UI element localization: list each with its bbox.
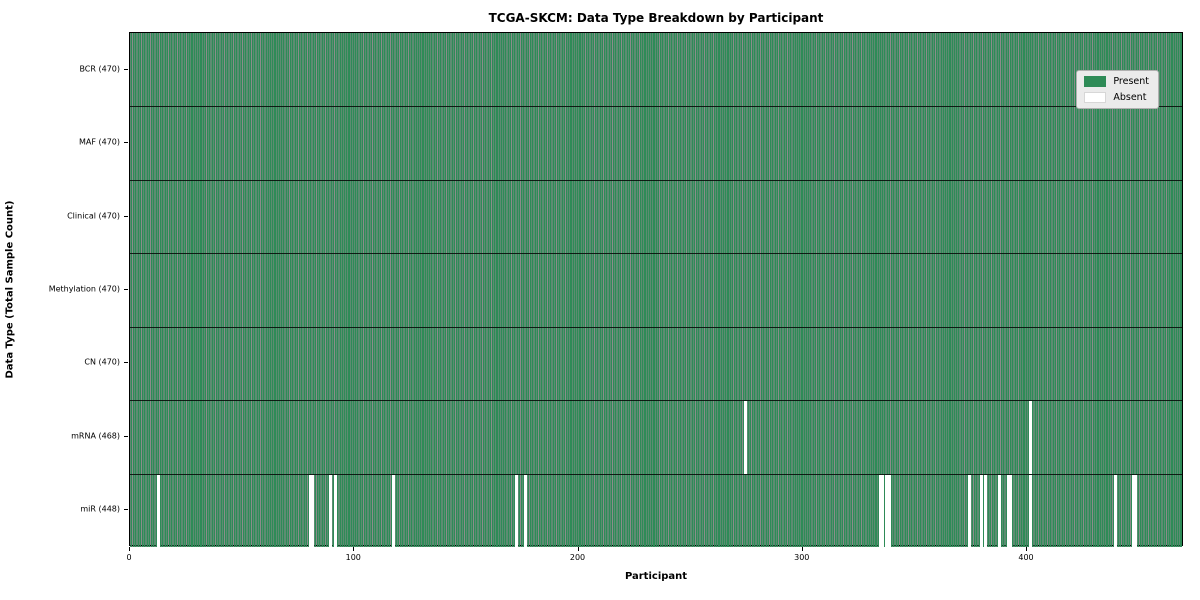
y-tick-mark — [124, 435, 128, 437]
absent-stripe — [1028, 474, 1032, 547]
y-tick-mark — [124, 289, 128, 290]
absent-stripe — [515, 474, 519, 547]
absent-stripe — [1132, 474, 1136, 547]
y-tick-label-Clinical: Clinical (470) — [67, 211, 120, 221]
present-swatch-icon — [1084, 76, 1107, 87]
absent-stripe — [1028, 401, 1032, 474]
absent-stripe — [333, 474, 337, 547]
x-tick-label: 300 — [794, 553, 810, 562]
y-tick-label-Methylation: Methylation (470) — [48, 284, 120, 294]
absent-stripe — [880, 474, 884, 547]
legend-entry-present: Present — [1084, 76, 1149, 87]
heatmap-row-mRNA — [130, 400, 1182, 474]
absent-swatch-icon — [1084, 92, 1107, 103]
absent-stripe — [1008, 474, 1012, 547]
x-tick-label: 0 — [126, 553, 132, 562]
absent-stripe — [524, 474, 528, 547]
absent-stripe — [968, 474, 972, 547]
x-tick-mark — [129, 547, 130, 551]
absent-stripe — [156, 474, 160, 547]
x-tick-mark — [353, 547, 355, 551]
x-tick-label: 100 — [345, 553, 361, 562]
absent-stripe — [984, 474, 988, 547]
x-tick-label: 200 — [569, 553, 586, 562]
x-tick-mark — [1026, 547, 1028, 551]
heatmap-row-Methylation — [130, 253, 1182, 327]
y-tick-mark — [124, 68, 128, 70]
absent-stripe — [744, 401, 748, 474]
absent-stripe — [885, 474, 889, 547]
y-tick-mark — [124, 142, 128, 144]
absent-stripe — [392, 474, 396, 547]
x-axis-label: Participant — [624, 571, 688, 582]
plot-area: Present Absent — [129, 32, 1183, 547]
absent-stripe — [979, 474, 983, 547]
heatmap-row-CN — [130, 326, 1182, 401]
legend-label-present: Present — [1113, 76, 1149, 87]
y-tick-label-BCR: BCR (470) — [79, 64, 120, 74]
y-tick-label-MAF: MAF (470) — [78, 137, 120, 147]
x-tick-label: 400 — [1018, 553, 1034, 562]
legend: Present Absent — [1076, 70, 1159, 109]
absent-stripe — [311, 474, 315, 547]
heatmap-row-Clinical — [130, 179, 1182, 254]
y-tick-label-CN: CN (470) — [84, 357, 120, 367]
y-tick-label-miR: miR (448) — [80, 504, 120, 514]
absent-stripe — [878, 474, 882, 547]
y-tick-label-mRNA: mRNA (468) — [71, 431, 120, 441]
x-tick-mark — [801, 547, 803, 551]
legend-entry-absent: Absent — [1084, 92, 1149, 103]
absent-stripe — [1134, 474, 1138, 547]
absent-stripe — [887, 474, 891, 547]
y-tick-mark — [124, 362, 128, 364]
y-axis-label: Data Type (Total Sample Count) — [4, 200, 16, 379]
x-tick-mark — [577, 547, 579, 551]
absent-stripe — [1114, 474, 1118, 547]
legend-label-absent: Absent — [1113, 92, 1147, 103]
absent-stripe — [329, 474, 333, 547]
y-tick-mark — [124, 215, 128, 217]
heatmap-row-BCR — [130, 33, 1182, 107]
absent-stripe — [997, 474, 1001, 547]
chart-title: TCGA-SKCM: Data Type Breakdown by Partic… — [488, 11, 824, 25]
absent-stripe — [309, 474, 313, 547]
heatmap-row-miR — [130, 473, 1182, 547]
absent-stripe — [1006, 474, 1010, 547]
y-tick-mark — [124, 509, 128, 511]
heatmap-row-MAF — [130, 106, 1182, 180]
